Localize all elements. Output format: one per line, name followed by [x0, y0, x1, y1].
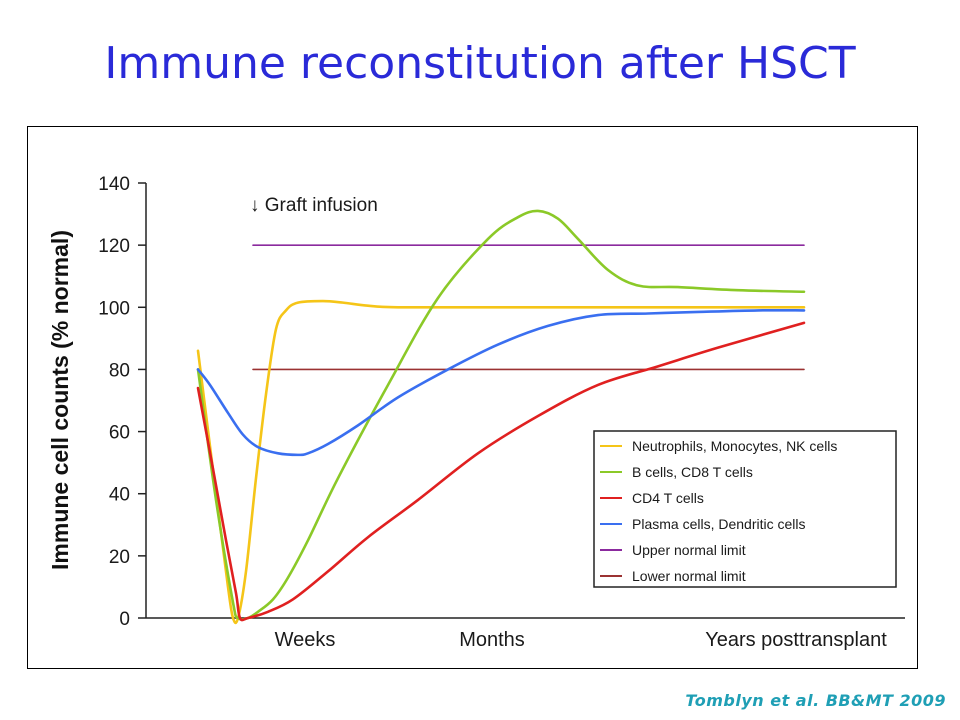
- x-category-label: Months: [459, 629, 525, 651]
- legend-label: CD4 T cells: [632, 490, 704, 506]
- series-line-plasma-cells-dendritic-cells: [196, 308, 806, 457]
- y-tick-label: 140: [98, 174, 130, 195]
- chart-frame: [27, 126, 918, 669]
- series-line-neutrophils-monocytes-nk-cells: [196, 299, 806, 625]
- series-line-cd4-t-cells: [196, 321, 806, 622]
- legend-label: Plasma cells, Dendritic cells: [632, 516, 806, 532]
- legend-label: Neutrophils, Monocytes, NK cells: [632, 438, 837, 454]
- y-tick-label: 0: [119, 609, 130, 630]
- y-axis-label: Immune cell counts (% normal): [47, 230, 73, 570]
- y-tick-label: 120: [98, 236, 130, 257]
- x-category-label: Weeks: [275, 629, 336, 651]
- y-tick-label: 100: [98, 298, 130, 319]
- legend-label: Lower normal limit: [632, 568, 746, 584]
- y-tick-label: 40: [109, 485, 130, 506]
- series-line-b-cells-cd8-t-cells: [196, 209, 806, 621]
- slide-title: Immune reconstitution after HSCT: [104, 38, 856, 89]
- legend-label: Upper normal limit: [632, 542, 746, 558]
- legend-box: [593, 430, 897, 588]
- x-category-label: Years posttransplant: [705, 629, 887, 651]
- citation: Tomblyn et al. BB&MT 2009: [685, 691, 946, 710]
- y-tick-label: 20: [109, 547, 130, 568]
- y-tick-label: 80: [109, 360, 130, 381]
- legend-label: B cells, CD8 T cells: [632, 464, 753, 480]
- y-tick-label: 60: [109, 423, 130, 444]
- graft-infusion-annotation: ↓ Graft infusion: [250, 195, 378, 216]
